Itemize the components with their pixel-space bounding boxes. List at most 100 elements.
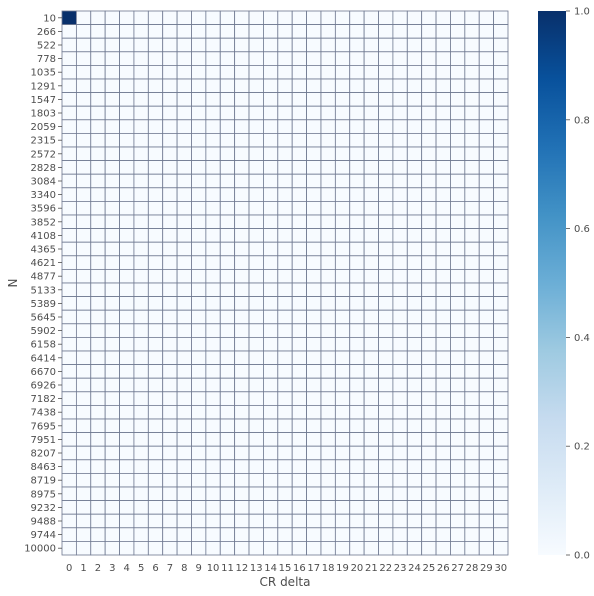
heatmap-cell [75,296,92,311]
heatmap-cell [234,65,250,80]
heatmap-cell [205,92,221,107]
heatmap-cell [147,146,164,162]
heatmap-cell [147,541,164,556]
heatmap-cell [450,214,466,230]
heatmap-cell [378,486,394,502]
heatmap-cell [306,282,322,298]
heatmap-cell [205,37,221,53]
heatmap-cell [378,418,394,434]
heatmap-cell [493,459,509,474]
heatmap-cell [435,255,451,270]
heatmap-cell [104,445,120,461]
heatmap-cell [119,37,135,53]
heatmap-cell [147,296,164,311]
heatmap-cell [219,309,236,325]
heatmap-cell [320,364,336,379]
heatmap-cell [119,24,135,39]
heatmap-cell [162,160,178,175]
heatmap-cell [464,78,480,94]
heatmap-cell [392,445,408,461]
heatmap-cell [162,24,178,39]
heatmap-cell [421,241,437,257]
x-tick-label: 17 [307,563,320,574]
heatmap-cell [464,24,480,39]
heatmap-cell [119,336,135,352]
heatmap-cell [306,472,322,488]
heatmap-cell [119,418,135,434]
heatmap-cell [478,241,495,257]
heatmap-cell [61,268,77,284]
heatmap-cell [478,78,495,94]
heatmap-cell [406,119,423,134]
heatmap-cell [90,92,106,107]
heatmap-cell [320,513,336,529]
heatmap-cell [119,445,135,461]
heatmap-cell [306,377,322,393]
heatmap-cell [464,214,480,230]
heatmap-cell [277,432,293,447]
heatmap-cell [450,404,466,420]
x-tick-label: 26 [437,563,450,574]
heatmap-cell [291,404,307,420]
heatmap-cell [248,160,264,175]
heatmap-cell [291,282,307,298]
heatmap-cell [406,105,423,121]
heatmap-cell [435,500,451,515]
heatmap-cell [406,527,423,542]
heatmap-cell [248,268,264,284]
heatmap-cell [435,119,451,134]
heatmap-cell [147,486,164,502]
heatmap-cell [90,541,106,556]
heatmap-cell [176,500,192,515]
heatmap-cell [320,228,336,243]
heatmap-cell [320,527,336,542]
heatmap-cell [493,309,509,325]
heatmap-cell [104,146,120,162]
heatmap-cell [176,255,192,270]
heatmap-cell [147,24,164,39]
heatmap-cell [320,500,336,515]
heatmap-cell [133,187,149,202]
heatmap-cell [450,187,466,202]
heatmap-cell [162,37,178,53]
heatmap-cell [162,500,178,515]
heatmap-cell [205,146,221,162]
heatmap-cell [61,541,77,556]
heatmap-cell [75,187,92,202]
heatmap-cell [450,500,466,515]
heatmap-cell [234,255,250,270]
heatmap-cell [263,350,279,366]
heatmap-cell [119,432,135,447]
heatmap-cell [450,255,466,270]
heatmap-cell [90,296,106,311]
heatmap-cell [421,500,437,515]
heatmap-cell [450,527,466,542]
heatmap-cell [334,432,351,447]
heatmap-cell [191,432,207,447]
heatmap-cell [61,377,77,393]
heatmap-cell [176,10,192,26]
heatmap-cell [162,255,178,270]
heatmap-cell [334,296,351,311]
heatmap-cell [493,377,509,393]
heatmap-cell [464,418,480,434]
heatmap-cell [147,37,164,53]
heatmap-cell [334,500,351,515]
heatmap-cell [478,445,495,461]
heatmap-cell [421,323,437,338]
heatmap-cell [450,105,466,121]
heatmap-cell [320,65,336,80]
heatmap-cell [219,418,236,434]
heatmap-cell [435,78,451,94]
heatmap-cell [378,119,394,134]
heatmap-cell [291,486,307,502]
heatmap-cell [205,486,221,502]
heatmap-cell [464,445,480,461]
heatmap-cell [248,323,264,338]
y-tick-label: 2828 [31,163,56,174]
heatmap-cell [450,418,466,434]
heatmap-cell [119,160,135,175]
heatmap-cell [291,377,307,393]
heatmap-cell [263,282,279,298]
heatmap-cell [248,513,264,529]
